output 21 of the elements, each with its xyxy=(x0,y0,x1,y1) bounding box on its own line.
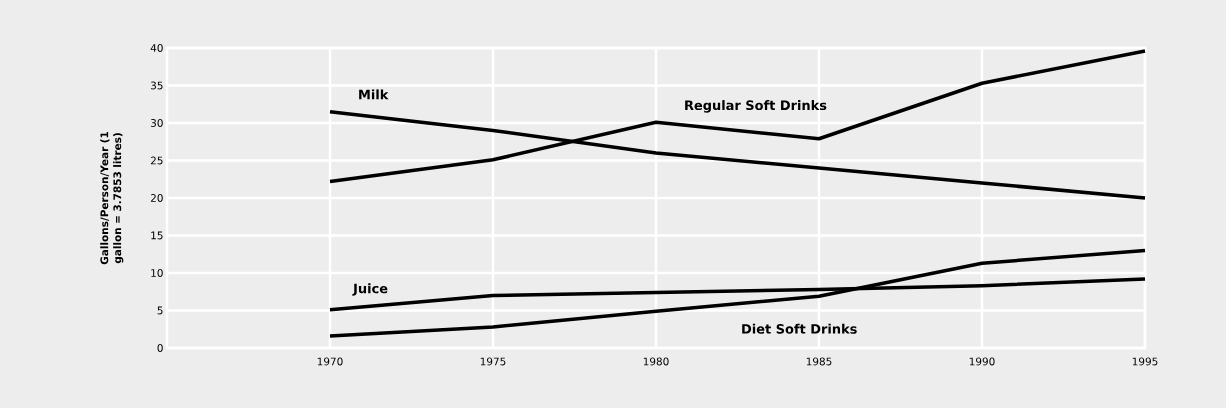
series-label: Regular Soft Drinks xyxy=(685,100,827,113)
y-axis-title: Gallons/Person/Year (1 gallon = 3.7853 litres) xyxy=(100,131,124,265)
x-tick-label: 1985 xyxy=(806,357,832,366)
series-label: Juice xyxy=(352,283,388,296)
y-tick-label: 30 xyxy=(150,119,163,127)
x-tick-label: 1970 xyxy=(317,357,343,366)
y-tick-label: 35 xyxy=(150,81,163,90)
series-label: Milk xyxy=(359,89,389,100)
x-tick-label: 1975 xyxy=(480,357,506,366)
y-tick-label: 40 xyxy=(150,44,163,52)
line-series xyxy=(328,248,1147,338)
y-tick-label: 20 xyxy=(150,194,163,202)
y-tick-label: 25 xyxy=(150,156,163,165)
y-tick-label: 10 xyxy=(151,269,163,277)
x-tick-label: 1980 xyxy=(643,357,669,366)
y-tick-label: 5 xyxy=(157,306,163,315)
y-tick-label: 0 xyxy=(157,344,163,352)
y-tick-label: 15 xyxy=(151,231,163,240)
series-label: Diet Soft Drinks xyxy=(742,323,857,334)
x-tick-label: 1990 xyxy=(969,357,995,366)
x-tick-label: 1995 xyxy=(1132,357,1158,366)
